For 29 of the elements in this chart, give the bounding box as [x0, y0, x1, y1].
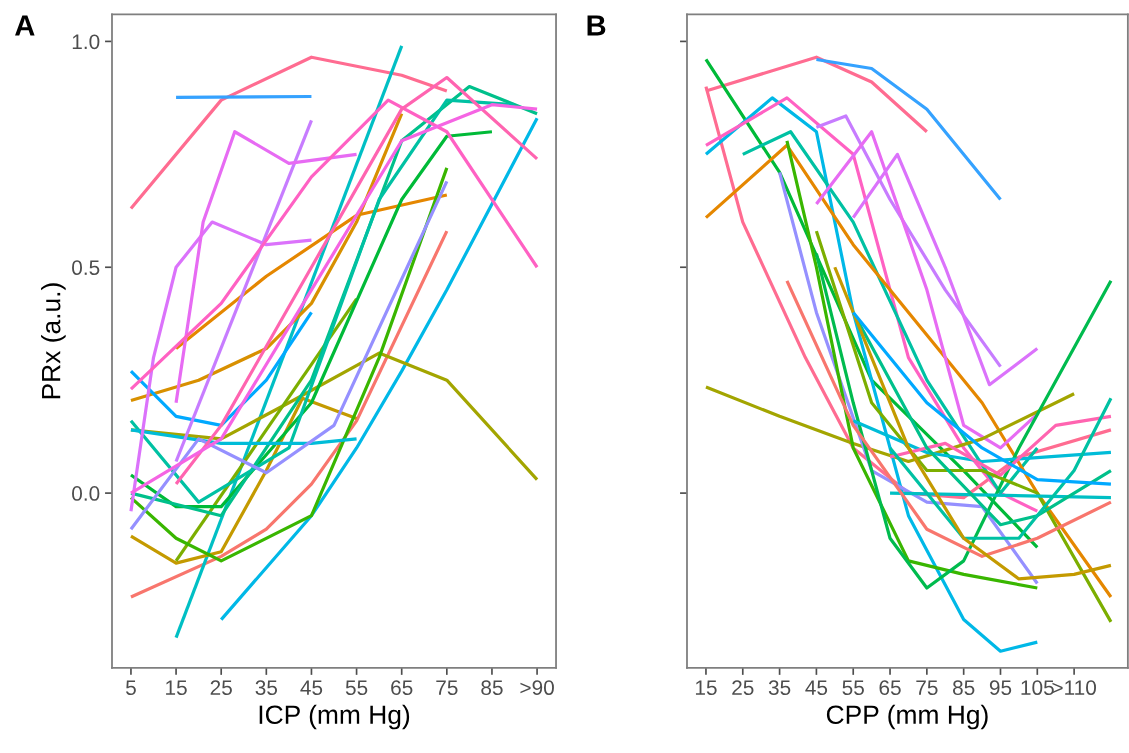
x-tick-label: 75 — [916, 680, 938, 696]
x-tick-label: 75 — [436, 680, 458, 696]
x-tick-label: 85 — [481, 680, 503, 696]
x-tick-label: 105 — [1021, 680, 1054, 696]
y-axis-title: PRx (a.u.) — [41, 283, 66, 399]
x-tick-label: >90 — [520, 680, 554, 696]
x-tick-label: 15 — [166, 680, 187, 696]
y-tick-label: 1.0 — [72, 34, 100, 50]
y-tick-label: 0.5 — [72, 260, 100, 276]
x-tick-label: 25 — [210, 680, 232, 696]
x-tick-label: 85 — [952, 680, 975, 696]
x-axis-title: ICP (mm Hg) — [259, 704, 410, 730]
chart-title: B — [587, 15, 606, 36]
x-tick-label: >110 — [1052, 680, 1096, 696]
x-tick-label: 25 — [732, 680, 754, 696]
x-tick-label: 35 — [255, 680, 278, 696]
x-tick-label: 55 — [345, 680, 368, 696]
x-tick-label: 55 — [842, 680, 864, 696]
x-tick-label: 45 — [805, 680, 828, 696]
x-tick-label: 45 — [300, 680, 323, 696]
y-tick-label: 0.0 — [72, 486, 100, 501]
x-tick-label: 65 — [391, 680, 413, 696]
x-tick-label: 95 — [989, 680, 1012, 696]
x-tick-label: 5 — [125, 680, 136, 696]
x-tick-label: 35 — [768, 680, 791, 696]
x-tick-label: 65 — [879, 680, 901, 696]
x-tick-label: 15 — [695, 680, 717, 696]
x-axis-title: CPP (mm Hg) — [826, 704, 988, 730]
chart-title: A — [15, 15, 35, 36]
